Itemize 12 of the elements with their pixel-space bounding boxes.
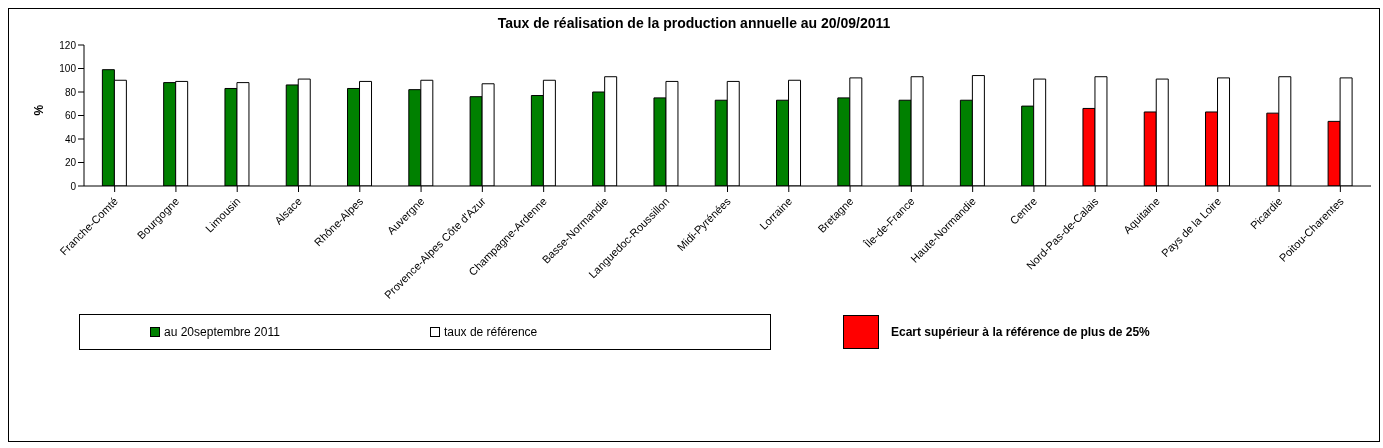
legend-label: au 20septembre 2011 bbox=[164, 325, 280, 339]
chart-title: Taux de réalisation de la production annuelle au 20/09/2011 bbox=[496, 15, 892, 31]
legend-label: taux de référence bbox=[443, 325, 538, 339]
y-tick-label: 100 bbox=[59, 63, 77, 75]
y-axis-title: % bbox=[32, 104, 47, 116]
y-tick-label: 80 bbox=[64, 86, 77, 98]
y-tick-label: 120 bbox=[59, 39, 77, 51]
text: Ecart supérieur à la référence de plus de 25% bbox=[891, 325, 1150, 339]
y-tick-label: 40 bbox=[64, 133, 77, 145]
y-tick-label: 0 bbox=[70, 180, 77, 192]
y-tick-label: 20 bbox=[64, 157, 77, 169]
y-tick-label: 60 bbox=[64, 110, 77, 122]
